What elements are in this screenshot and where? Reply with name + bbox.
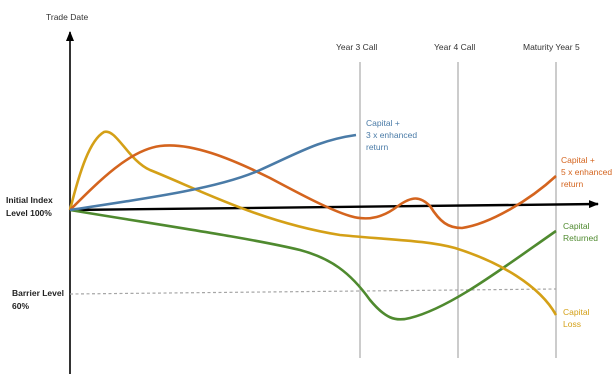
blue-outcome-label-2: 3 x enhanced	[366, 130, 417, 140]
barrier-level-label-2: 60%	[12, 301, 29, 311]
initial-level-axis	[69, 200, 599, 212]
initial-level-label-1: Initial Index	[6, 195, 53, 205]
orange-outcome-label-1: Capital +	[561, 155, 595, 165]
y-axis-label: Trade Date	[46, 12, 88, 22]
yellow-curve	[68, 130, 558, 316]
blue-outcome-label-3: return	[366, 142, 388, 152]
barrier-level-label-1: Barrier Level	[12, 288, 64, 298]
blue-curve	[69, 133, 357, 212]
barrier-line	[69, 288, 557, 295]
year4-call-label: Year 4 Call	[434, 42, 475, 52]
blue-outcome-label-1: Capital +	[366, 118, 400, 128]
yellow-outcome-label-1: Capital	[563, 307, 590, 317]
initial-level-label-2: Level 100%	[6, 208, 52, 218]
orange-curve	[69, 144, 557, 230]
green-curve	[69, 208, 557, 321]
green-outcome-label-1: Capital	[563, 221, 590, 231]
maturity-label: Maturity Year 5	[523, 42, 580, 52]
orange-outcome-label-3: return	[561, 179, 583, 189]
year3-call-label: Year 3 Call	[336, 42, 377, 52]
yellow-outcome-label-2: Loss	[563, 319, 581, 329]
green-outcome-label-2: Returned	[563, 233, 598, 243]
orange-outcome-label-2: 5 x enhanced	[561, 167, 612, 177]
